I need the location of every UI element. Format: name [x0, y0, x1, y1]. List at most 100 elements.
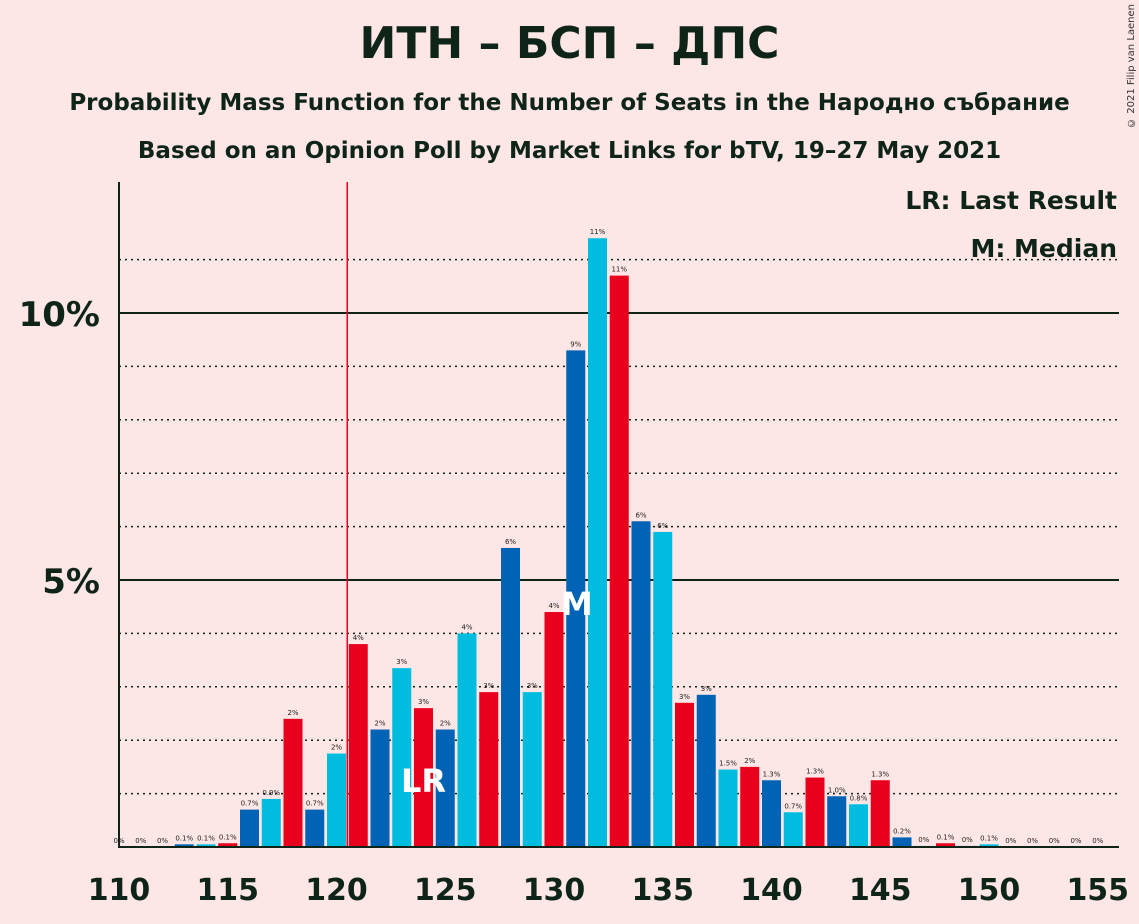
data-label-134: 6%: [635, 511, 646, 519]
data-label-132: 11%: [590, 228, 606, 236]
data-label-115: 0.1%: [219, 833, 237, 841]
data-label-145: 1.3%: [871, 770, 889, 778]
data-label-121: 4%: [353, 634, 364, 642]
data-label-130: 4%: [548, 602, 559, 610]
data-label-128: 6%: [505, 538, 516, 546]
data-label-133: 11%: [611, 266, 627, 274]
x-tick-label: 120: [305, 873, 368, 908]
bar-seats-114: [196, 844, 216, 847]
data-label-147: 0%: [918, 836, 929, 844]
bar-seats-126: [457, 633, 477, 847]
x-tick-label: 130: [523, 873, 586, 908]
bar-seats-125: [435, 729, 455, 847]
data-label-122: 2%: [374, 720, 385, 728]
data-label-140: 1.3%: [763, 770, 781, 778]
data-label-146: 0.2%: [893, 827, 911, 835]
data-label-141: 0.7%: [784, 802, 802, 810]
y-tick-label: 5%: [42, 562, 100, 602]
bar-seats-146: [892, 837, 912, 847]
bar-seats-142: [805, 777, 825, 847]
bar-seats-145: [870, 780, 890, 847]
bar-seats-128: [501, 547, 520, 847]
data-label-142: 1.3%: [806, 768, 824, 776]
chart-source: Based on an Opinion Poll by Market Links…: [137, 138, 1002, 164]
data-label-149: 0%: [962, 836, 973, 844]
bar-seats-138: [718, 769, 738, 847]
x-tick-label: 135: [631, 873, 694, 908]
bar-seats-136: [675, 702, 694, 847]
x-tick-label: 140: [740, 873, 803, 908]
legend-last-result: LR: Last Result: [905, 186, 1117, 215]
data-label-120: 2%: [331, 744, 342, 752]
data-label-151: 0%: [1005, 837, 1016, 845]
data-label-143: 1.0%: [828, 786, 846, 794]
bar-seats-132: [588, 238, 607, 848]
bar-seats-120: [327, 753, 346, 847]
x-tick-label: 155: [1066, 873, 1129, 908]
bar-seats-122: [370, 729, 390, 847]
data-label-114: 0.1%: [197, 834, 215, 842]
data-label-111: 0%: [135, 837, 146, 845]
data-label-155: 0%: [1092, 837, 1103, 845]
data-label-144: 0.8%: [850, 794, 868, 802]
bar-seats-133: [609, 275, 629, 847]
data-label-112: 0%: [157, 837, 168, 845]
bar-seats-129: [522, 692, 542, 847]
bar-seats-119: [305, 809, 325, 847]
bar-seats-115: [218, 843, 238, 847]
data-label-119: 0.7%: [306, 800, 324, 808]
data-label-124: 3%: [418, 698, 429, 706]
bar-seats-141: [783, 812, 803, 847]
bar-seats-139: [740, 766, 760, 847]
bar-seats-127: [479, 692, 499, 847]
bar-seats-121: [348, 644, 368, 847]
data-label-150: 0.1%: [980, 834, 998, 842]
bar-seats-131: [566, 350, 586, 847]
bar-seats-137: [696, 694, 716, 847]
bar-seats-124: [414, 708, 433, 847]
x-tick-label: 125: [414, 873, 477, 908]
bar-seats-143: [827, 796, 847, 847]
bar-seats-134: [631, 521, 651, 847]
bar-seats-117: [261, 798, 281, 847]
chart-subtitle: Probability Mass Function for the Number…: [69, 90, 1070, 116]
data-label-113: 0.1%: [175, 834, 193, 842]
data-label-126: 4%: [461, 623, 472, 631]
median-marker: M: [561, 585, 593, 623]
data-label-125: 2%: [440, 720, 451, 728]
data-label-129: 3%: [527, 682, 538, 690]
data-label-123: 3%: [396, 658, 407, 666]
bar-seats-130: [544, 612, 564, 847]
legend-median: M: Median: [970, 234, 1117, 263]
bar-seats-135: [653, 531, 673, 847]
data-label-153: 0%: [1049, 837, 1060, 845]
bar-seats-140: [762, 780, 781, 847]
bar-seats-150: [979, 844, 999, 847]
data-label-154: 0%: [1070, 837, 1081, 845]
y-tick-label: 10%: [19, 295, 100, 335]
bar-seats-113: [174, 844, 194, 847]
bar-seats-118: [283, 718, 303, 847]
data-label-127: 3%: [483, 682, 494, 690]
bar-seats-144: [849, 804, 868, 847]
bar-seats-148: [936, 843, 955, 847]
bar-seats-116: [240, 809, 259, 847]
x-tick-label: 145: [849, 873, 912, 908]
data-label-135: 6%: [657, 522, 668, 530]
data-label-131: 9%: [570, 340, 581, 348]
data-label-116: 0.7%: [241, 800, 259, 808]
x-tick-label: 115: [196, 873, 259, 908]
data-label-136: 3%: [679, 693, 690, 701]
bar-seats-123: [392, 668, 412, 847]
x-tick-label: 150: [958, 873, 1021, 908]
x-tick-label: 110: [88, 873, 151, 908]
data-label-137: 3%: [701, 685, 712, 693]
chart-title: ИТН – БСП – ДПС: [359, 18, 780, 69]
data-label-138: 1.5%: [719, 760, 737, 768]
last-result-marker: LR: [401, 762, 446, 800]
data-label-148: 0.1%: [937, 833, 955, 841]
data-label-117: 0.9%: [262, 789, 280, 797]
data-label-118: 2%: [287, 709, 298, 717]
data-label-152: 0%: [1027, 837, 1038, 845]
